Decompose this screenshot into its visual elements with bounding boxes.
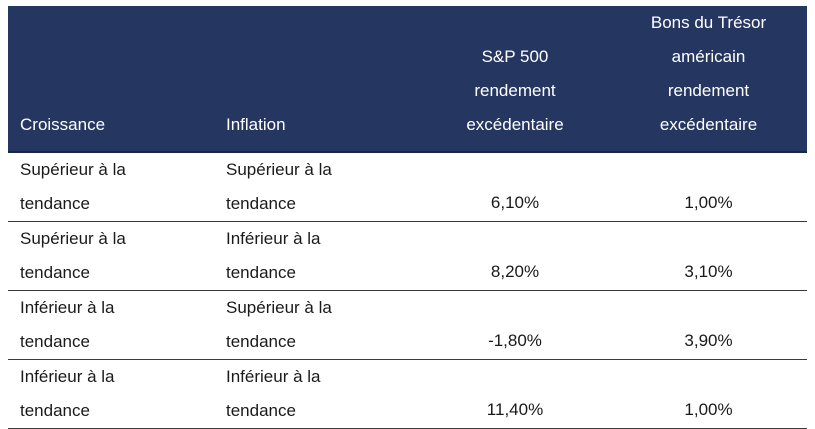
- header-line: S&P 500: [481, 47, 549, 66]
- header-line: excédentaire: [466, 115, 564, 134]
- cell-inflation: Inférieur à la tendance: [214, 359, 420, 429]
- cell-treasury: 3,10%: [610, 221, 807, 291]
- cell-treasury: 1,00%: [610, 152, 807, 222]
- header-line: rendement: [474, 81, 556, 100]
- cell-sp500: 6,10%: [420, 152, 610, 222]
- table-row: Supérieur à la tendance Supérieur à la t…: [8, 152, 807, 222]
- cell-sp500: 8,20%: [420, 221, 610, 291]
- table-body: Supérieur à la tendance Supérieur à la t…: [8, 152, 807, 429]
- header-sp500-excess-return: S&P 500 rendement excédentaire: [420, 6, 610, 153]
- cell-growth: Inférieur à la tendance: [8, 290, 214, 360]
- cell-inflation: Inférieur à la tendance: [214, 221, 420, 291]
- cell-growth: Supérieur à la tendance: [8, 221, 214, 291]
- header-line: excédentaire: [659, 115, 758, 134]
- cell-growth: Supérieur à la tendance: [8, 152, 214, 222]
- returns-table-container: Croissance Inflation S&P 500 rendement e…: [8, 6, 807, 429]
- table-row: Inférieur à la tendance Supérieur à la t…: [8, 290, 807, 360]
- header-inflation: Inflation: [214, 6, 420, 153]
- table-row: Supérieur à la tendance Inférieur à la t…: [8, 221, 807, 291]
- header-line: Bons du Trésor: [650, 13, 767, 32]
- cell-treasury: 1,00%: [610, 359, 807, 429]
- table-row: Inférieur à la tendance Inférieur à la t…: [8, 359, 807, 429]
- header-line: rendement: [667, 81, 750, 100]
- header-line: américain: [671, 47, 746, 66]
- header-row: Croissance Inflation S&P 500 rendement e…: [8, 6, 807, 153]
- cell-treasury: 3,90%: [610, 290, 807, 360]
- table-header: Croissance Inflation S&P 500 rendement e…: [8, 6, 807, 153]
- header-treasury-excess-return: Bons du Trésor américain rendement excéd…: [610, 6, 807, 153]
- cell-inflation: Supérieur à la tendance: [214, 290, 420, 360]
- cell-sp500: -1,80%: [420, 290, 610, 360]
- cell-inflation: Supérieur à la tendance: [214, 152, 420, 222]
- header-growth: Croissance: [8, 6, 214, 153]
- cell-growth: Inférieur à la tendance: [8, 359, 214, 429]
- returns-table: Croissance Inflation S&P 500 rendement e…: [8, 6, 807, 429]
- cell-sp500: 11,40%: [420, 359, 610, 429]
